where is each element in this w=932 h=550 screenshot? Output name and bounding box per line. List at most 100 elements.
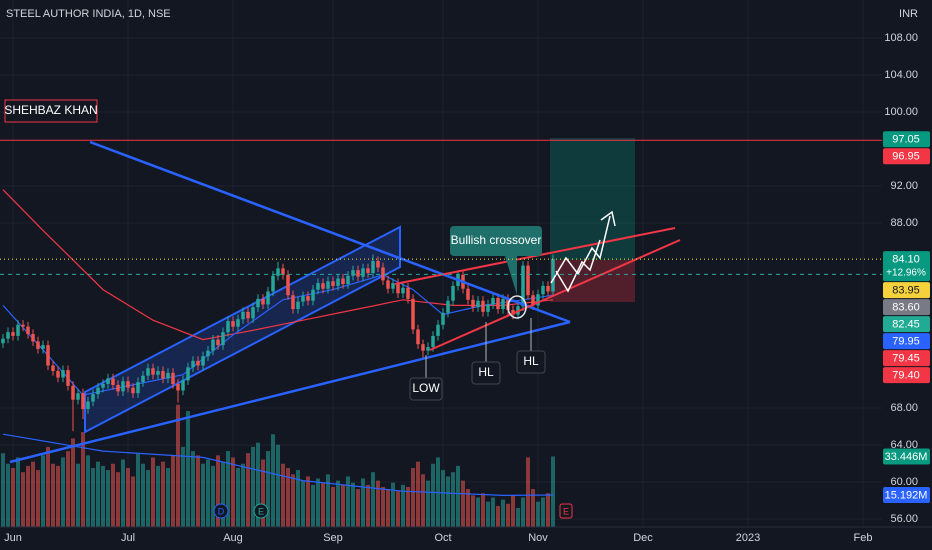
volume-bar — [386, 489, 390, 527]
candle-body — [326, 281, 330, 289]
volume-bar — [271, 434, 275, 527]
volume-bar — [251, 446, 255, 527]
volume-bar — [216, 455, 220, 527]
candle-body — [51, 365, 55, 372]
volume-bar — [246, 453, 250, 527]
price-tag — [883, 299, 930, 316]
candle-body — [491, 297, 495, 305]
trendline — [89, 140, 571, 324]
candle-body — [371, 260, 375, 273]
price-tag-label: 79.45 — [892, 353, 920, 365]
y-tick-label: 104.00 — [884, 69, 918, 81]
volume-bar — [391, 482, 395, 527]
candle-body — [311, 289, 315, 301]
candle-body — [266, 291, 270, 305]
volume-bar — [321, 482, 325, 527]
candle-body — [421, 344, 425, 351]
volume-bar — [521, 497, 525, 527]
volume-bar — [411, 467, 415, 527]
candle-body — [451, 285, 455, 301]
volume-bar — [366, 484, 370, 527]
volume-bar — [196, 455, 200, 527]
price-tag-label: 79.40 — [892, 370, 920, 382]
y-tick-label: 64.00 — [890, 439, 918, 451]
candle-body — [406, 287, 410, 299]
candle-body — [66, 370, 70, 386]
volume-bar — [111, 463, 115, 527]
volume-bar — [291, 474, 295, 527]
candle-body — [376, 260, 380, 268]
volume-bar — [21, 472, 25, 527]
event-marker[interactable] — [253, 503, 269, 519]
candle-body — [496, 297, 500, 310]
candle-body — [86, 401, 90, 409]
candle-body — [26, 326, 30, 335]
volume-bar — [361, 478, 365, 527]
event-marker[interactable] — [213, 503, 229, 519]
volume-bar — [416, 461, 420, 527]
candle-body — [526, 265, 530, 296]
candle-body — [306, 296, 310, 301]
candle-body — [291, 295, 295, 310]
candle-body — [261, 298, 265, 305]
candle-body — [341, 278, 345, 285]
price-tag — [883, 251, 930, 282]
volume-bar — [101, 465, 105, 527]
candle-body — [196, 360, 200, 366]
volume-bar — [551, 456, 555, 527]
volume-bar — [161, 461, 165, 527]
x-tick-label: Nov — [528, 532, 548, 544]
volume-bar — [406, 486, 410, 527]
volume-bar — [106, 470, 110, 527]
candle-body — [321, 283, 325, 289]
volume-bar — [36, 470, 40, 527]
pivot-label: HL — [523, 354, 539, 368]
candle-body — [121, 381, 125, 392]
candle-body — [36, 341, 40, 349]
volume-bar — [186, 411, 190, 527]
candle-body — [201, 356, 205, 366]
candle-body — [6, 332, 10, 339]
y-tick-label: 56.00 — [890, 513, 918, 525]
volume-bar — [86, 455, 90, 527]
volume-bar — [446, 476, 450, 527]
target-zone — [550, 138, 635, 260]
volume-bar — [81, 432, 85, 527]
candle-body — [511, 309, 515, 315]
price-tag-label: 83.95 — [892, 285, 920, 297]
volume-bar — [476, 497, 480, 527]
volume-bar — [471, 495, 475, 527]
volume-bar — [1, 453, 5, 527]
candle-body — [41, 345, 45, 349]
volume-bar — [536, 501, 540, 527]
candle-body — [366, 268, 370, 273]
candle-body — [446, 300, 450, 313]
price-tag — [883, 148, 930, 165]
candle-body — [281, 268, 285, 275]
volume-bar — [236, 467, 240, 527]
candle-body — [101, 383, 105, 388]
candle-body — [381, 267, 385, 281]
projection-arrow — [555, 239, 601, 293]
volume-bar — [241, 463, 245, 527]
event-marker[interactable] — [559, 503, 573, 519]
volume-bar — [71, 438, 75, 527]
volume-bar — [486, 501, 490, 527]
volume-bar — [546, 493, 550, 527]
candle-body — [476, 300, 480, 308]
candle-body — [411, 298, 415, 330]
candle-body — [176, 383, 180, 391]
candle-body — [71, 385, 75, 400]
crossover-circle — [507, 295, 527, 319]
volume-bar — [31, 461, 35, 527]
price-tag-label: 83.60 — [892, 302, 920, 314]
candle-body — [296, 301, 300, 310]
volume-bar — [491, 497, 495, 527]
y-tick-label: 92.00 — [890, 180, 918, 192]
volume-bar — [26, 465, 30, 527]
volume-bar — [171, 455, 175, 527]
x-tick-label: Jun — [4, 532, 22, 544]
volume-bar — [526, 457, 530, 527]
volume-bar — [531, 489, 535, 527]
volume-bar — [126, 467, 130, 527]
